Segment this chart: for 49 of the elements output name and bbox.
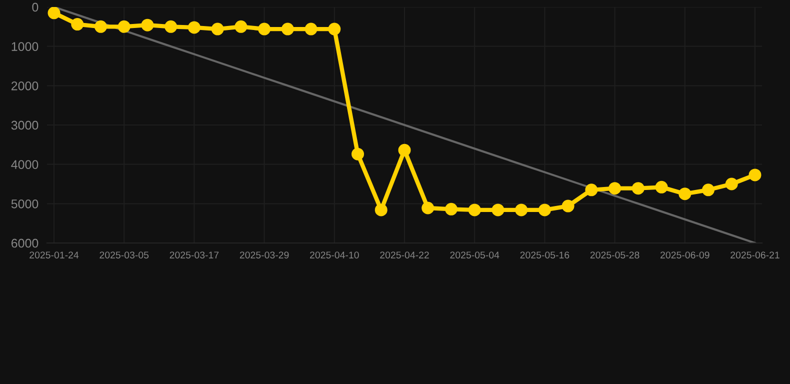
point bbox=[422, 202, 434, 214]
point bbox=[655, 180, 668, 194]
y-tick-label: 1000 bbox=[12, 42, 38, 51]
point bbox=[281, 22, 294, 36]
point bbox=[748, 168, 762, 182]
y-tick-label: 6000 bbox=[11, 238, 38, 248]
point bbox=[632, 182, 644, 195]
point bbox=[234, 20, 248, 33]
point bbox=[352, 148, 364, 160]
x-tick-label: 2025-05-16 bbox=[520, 252, 570, 258]
point bbox=[444, 202, 458, 216]
point bbox=[304, 22, 318, 36]
point bbox=[258, 22, 271, 36]
x-tick-label: 2025-03-05 bbox=[100, 252, 149, 258]
point bbox=[164, 20, 178, 33]
y-tick-label: 2000 bbox=[11, 81, 38, 90]
x-tick-label: 2025-04-22 bbox=[380, 252, 429, 258]
point bbox=[608, 182, 622, 195]
point bbox=[374, 204, 388, 216]
x-tick-label: 2025-03-17 bbox=[170, 252, 219, 258]
point bbox=[48, 7, 60, 20]
point bbox=[678, 188, 692, 200]
point bbox=[702, 184, 715, 196]
point bbox=[141, 18, 154, 32]
x-tick-label: 2025-05-28 bbox=[590, 252, 640, 258]
y-tick-label: 5000 bbox=[11, 199, 38, 208]
point bbox=[328, 22, 341, 36]
point bbox=[211, 22, 224, 36]
point bbox=[585, 184, 598, 196]
point bbox=[398, 144, 411, 156]
x-tick-label: 2025-06-09 bbox=[660, 252, 710, 258]
point bbox=[118, 20, 130, 33]
point bbox=[492, 204, 504, 216]
x-tick-label: 2025-03-29 bbox=[240, 252, 289, 258]
x-tick-label: 2025-05-04 bbox=[450, 252, 500, 258]
x-tick-label: 2025-04-10 bbox=[310, 252, 359, 258]
y-tick-label: 4000 bbox=[11, 160, 38, 169]
point bbox=[71, 18, 84, 31]
point bbox=[538, 204, 551, 216]
x-tick-label: 2025-06-21 bbox=[730, 252, 780, 258]
point bbox=[725, 178, 738, 190]
y-tick-label: 0 bbox=[32, 2, 38, 12]
point bbox=[188, 21, 200, 34]
y-tick-label: 3000 bbox=[11, 120, 38, 130]
point bbox=[515, 204, 528, 216]
x-tick-label: 2025-01-24 bbox=[30, 252, 79, 258]
point bbox=[94, 20, 107, 33]
point bbox=[562, 200, 574, 212]
point bbox=[468, 204, 481, 216]
